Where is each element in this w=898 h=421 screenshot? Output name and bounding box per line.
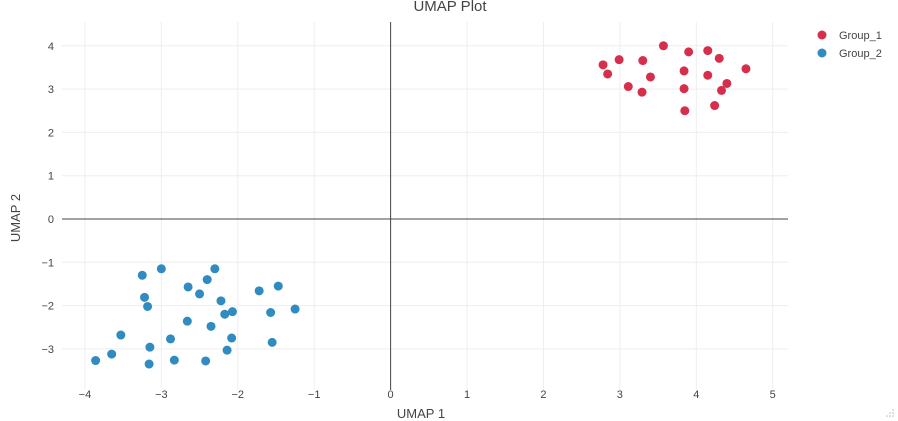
x-tick-label: −2: [231, 389, 244, 401]
data-point-group-2[interactable]: [267, 337, 277, 347]
data-point-group-2[interactable]: [91, 356, 101, 366]
x-tick-label: 3: [617, 389, 623, 401]
data-point-group-1[interactable]: [638, 56, 648, 66]
x-tick-labels: −4 −3 −2 −1 0 1 2 3 4 5: [79, 389, 776, 401]
legend-item-group-2[interactable]: Group_2: [817, 48, 882, 60]
data-point-group-2[interactable]: [137, 270, 147, 280]
x-tick-label: −4: [79, 389, 92, 401]
data-point-group-2[interactable]: [195, 289, 205, 299]
data-point-group-2[interactable]: [273, 281, 283, 291]
y-tick-label: −1: [41, 257, 54, 269]
data-point-group-2[interactable]: [222, 345, 232, 355]
data-point-group-2[interactable]: [107, 349, 117, 359]
legend-label: Group_1: [839, 30, 882, 42]
data-point-group-2[interactable]: [183, 282, 193, 292]
data-point-group-1[interactable]: [614, 55, 624, 65]
x-tick-label: 4: [693, 389, 699, 401]
data-point-group-1[interactable]: [658, 41, 668, 51]
data-point-group-2[interactable]: [220, 309, 230, 319]
legend-marker: [817, 30, 827, 40]
data-point-group-2[interactable]: [254, 286, 264, 296]
data-point-group-1[interactable]: [741, 64, 751, 74]
y-tick-label: 2: [48, 127, 54, 139]
legend-marker: [817, 48, 827, 58]
data-point-group-2[interactable]: [290, 304, 300, 314]
grid-lines: [62, 22, 788, 390]
data-points: [91, 41, 751, 369]
legend-label: Group_2: [839, 48, 882, 60]
data-point-group-2[interactable]: [216, 296, 226, 306]
data-point-group-1[interactable]: [710, 101, 720, 111]
data-point-group-1[interactable]: [679, 66, 689, 76]
zero-lines: [62, 22, 788, 390]
y-tick-label: 1: [48, 171, 54, 183]
data-point-group-1[interactable]: [637, 87, 647, 97]
data-point-group-1[interactable]: [722, 78, 732, 88]
data-point-group-1[interactable]: [684, 47, 694, 57]
y-tick-labels: −3 −2 −1 0 1 2 3 4: [41, 41, 54, 356]
x-tick-label: 2: [540, 389, 546, 401]
data-point-group-1[interactable]: [623, 82, 633, 92]
y-tick-label: 4: [48, 41, 54, 53]
data-point-group-2[interactable]: [210, 264, 220, 274]
x-tick-label: 5: [770, 389, 776, 401]
data-point-group-2[interactable]: [202, 275, 212, 285]
data-point-group-1[interactable]: [645, 72, 655, 82]
data-point-group-2[interactable]: [266, 308, 276, 318]
data-point-group-2[interactable]: [116, 330, 126, 340]
y-tick-label: 3: [48, 84, 54, 96]
legend-item-group-1[interactable]: Group_1: [817, 30, 882, 42]
data-point-group-2[interactable]: [201, 356, 211, 366]
data-point-group-1[interactable]: [717, 85, 727, 95]
x-axis-title: UMAP 1: [397, 406, 445, 421]
x-tick-label: −1: [308, 389, 321, 401]
x-tick-label: 1: [464, 389, 470, 401]
data-point-group-2[interactable]: [182, 316, 192, 326]
data-point-group-2[interactable]: [206, 321, 216, 331]
y-axis-title: UMAP 2: [8, 194, 23, 242]
data-point-group-1[interactable]: [679, 84, 689, 94]
data-point-group-2[interactable]: [227, 307, 237, 317]
x-tick-label: 0: [388, 389, 394, 401]
data-point-group-2[interactable]: [140, 292, 150, 302]
data-point-group-1[interactable]: [680, 106, 690, 116]
data-point-group-2[interactable]: [227, 333, 237, 343]
data-point-group-2[interactable]: [143, 301, 153, 311]
resize-handle-icon[interactable]: [886, 409, 894, 417]
data-point-group-2[interactable]: [145, 342, 155, 352]
x-tick-label: −3: [155, 389, 168, 401]
data-point-group-1[interactable]: [703, 46, 713, 56]
data-point-group-1[interactable]: [714, 53, 724, 63]
data-point-group-1[interactable]: [598, 60, 608, 70]
data-point-group-2[interactable]: [156, 264, 166, 274]
y-tick-label: −2: [41, 301, 54, 313]
data-point-group-2[interactable]: [144, 359, 154, 369]
y-tick-label: 0: [48, 214, 54, 226]
data-point-group-2[interactable]: [169, 355, 179, 365]
data-point-group-1[interactable]: [703, 70, 713, 80]
data-point-group-2[interactable]: [166, 334, 176, 344]
y-tick-label: −3: [41, 344, 54, 356]
data-point-group-1[interactable]: [603, 69, 613, 79]
legend[interactable]: Group_1 Group_2: [817, 30, 882, 60]
chart-title: UMAP Plot: [413, 0, 487, 15]
